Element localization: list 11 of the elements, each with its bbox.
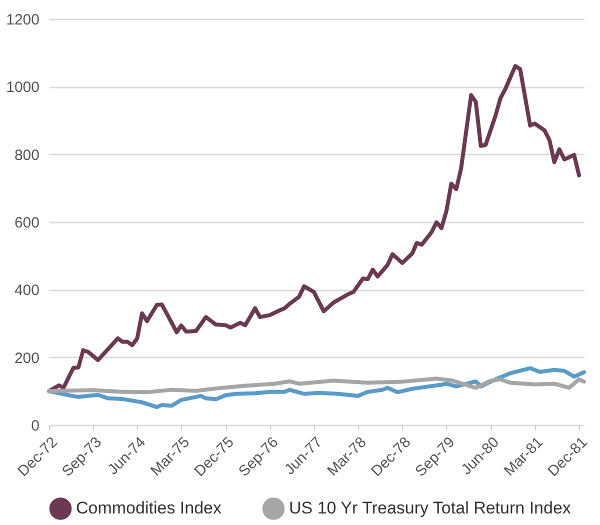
y-tick-label: 200 (14, 350, 40, 367)
line-series (47, 366, 586, 410)
y-tick-label: 0 (31, 418, 40, 434)
line-series (47, 376, 586, 394)
y-tick-label: 400 (14, 282, 40, 300)
y-tick-label: 600 (14, 214, 40, 232)
y-tick-label: 800 (14, 146, 40, 164)
y-tick-label: 1200 (6, 12, 40, 28)
legend-label: Commodities Index (76, 498, 222, 518)
legend-label: US 10 Yr Treasury Total Return Index (289, 498, 572, 518)
y-tick-label: 1000 (6, 79, 40, 96)
